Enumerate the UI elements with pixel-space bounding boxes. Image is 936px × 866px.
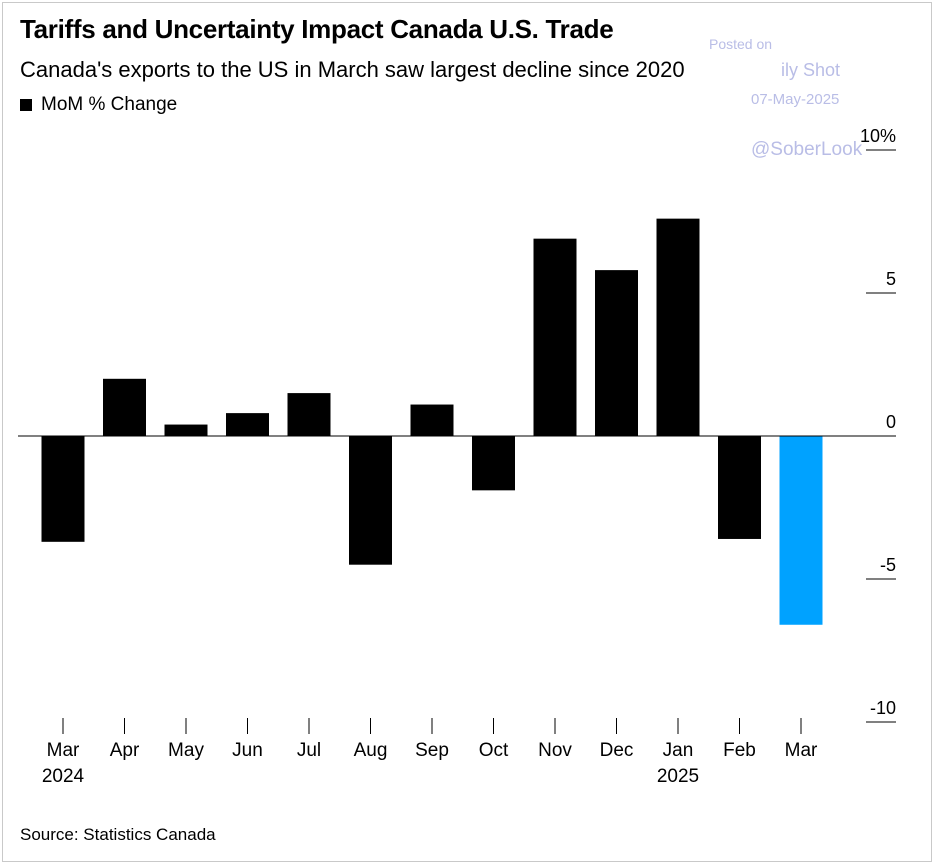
x-year-label: 2024 bbox=[42, 766, 85, 787]
x-year-label: 2025 bbox=[657, 766, 699, 787]
bar bbox=[656, 218, 700, 436]
x-tick-label: Mar bbox=[47, 740, 80, 761]
x-tick-label: Aug bbox=[354, 740, 388, 761]
bar bbox=[349, 436, 392, 565]
bar bbox=[533, 238, 577, 436]
bar bbox=[472, 436, 515, 491]
bar bbox=[410, 404, 454, 436]
y-tick-label: -5 bbox=[880, 555, 896, 575]
legend-label: MoM % Change bbox=[41, 94, 178, 115]
bar bbox=[103, 378, 146, 436]
x-tick-label: Apr bbox=[110, 740, 140, 761]
watermark-posted-on: Posted on bbox=[709, 36, 773, 52]
x-tick-label: Jul bbox=[297, 740, 321, 761]
bar bbox=[226, 413, 269, 436]
bar bbox=[287, 393, 331, 436]
x-tick-label: Jun bbox=[232, 740, 263, 761]
y-tick-label: -10 bbox=[870, 698, 896, 718]
bar bbox=[779, 436, 823, 625]
y-tick-label: 0 bbox=[886, 412, 896, 432]
x-tick-label: Feb bbox=[723, 740, 756, 761]
legend-swatch bbox=[20, 99, 32, 111]
watermark-publication: ily Shot bbox=[781, 60, 841, 80]
source-note: Source: Statistics Canada bbox=[20, 825, 216, 844]
bar bbox=[164, 424, 208, 436]
chart-title: Tariffs and Uncertainty Impact Canada U.… bbox=[20, 14, 614, 44]
x-tick-label: Oct bbox=[479, 740, 509, 761]
bar bbox=[718, 436, 761, 539]
x-tick-label: Dec bbox=[600, 740, 634, 761]
legend: MoM % Change bbox=[20, 94, 177, 116]
chart-subtitle: Canada's exports to the US in March saw … bbox=[20, 57, 685, 82]
x-tick-label: Mar bbox=[785, 740, 818, 761]
watermark-handle: @SoberLook bbox=[751, 139, 863, 160]
y-tick-label: 5 bbox=[886, 269, 896, 289]
x-tick-label: Nov bbox=[538, 740, 572, 761]
x-tick-label: Jan bbox=[663, 740, 694, 761]
x-tick-label: Sep bbox=[415, 740, 449, 761]
watermark-date: 07-May-2025 bbox=[751, 91, 840, 108]
y-tick-label: 10% bbox=[860, 126, 896, 146]
x-tick-label: May bbox=[168, 740, 204, 761]
bar bbox=[41, 436, 85, 542]
bar bbox=[595, 270, 638, 436]
